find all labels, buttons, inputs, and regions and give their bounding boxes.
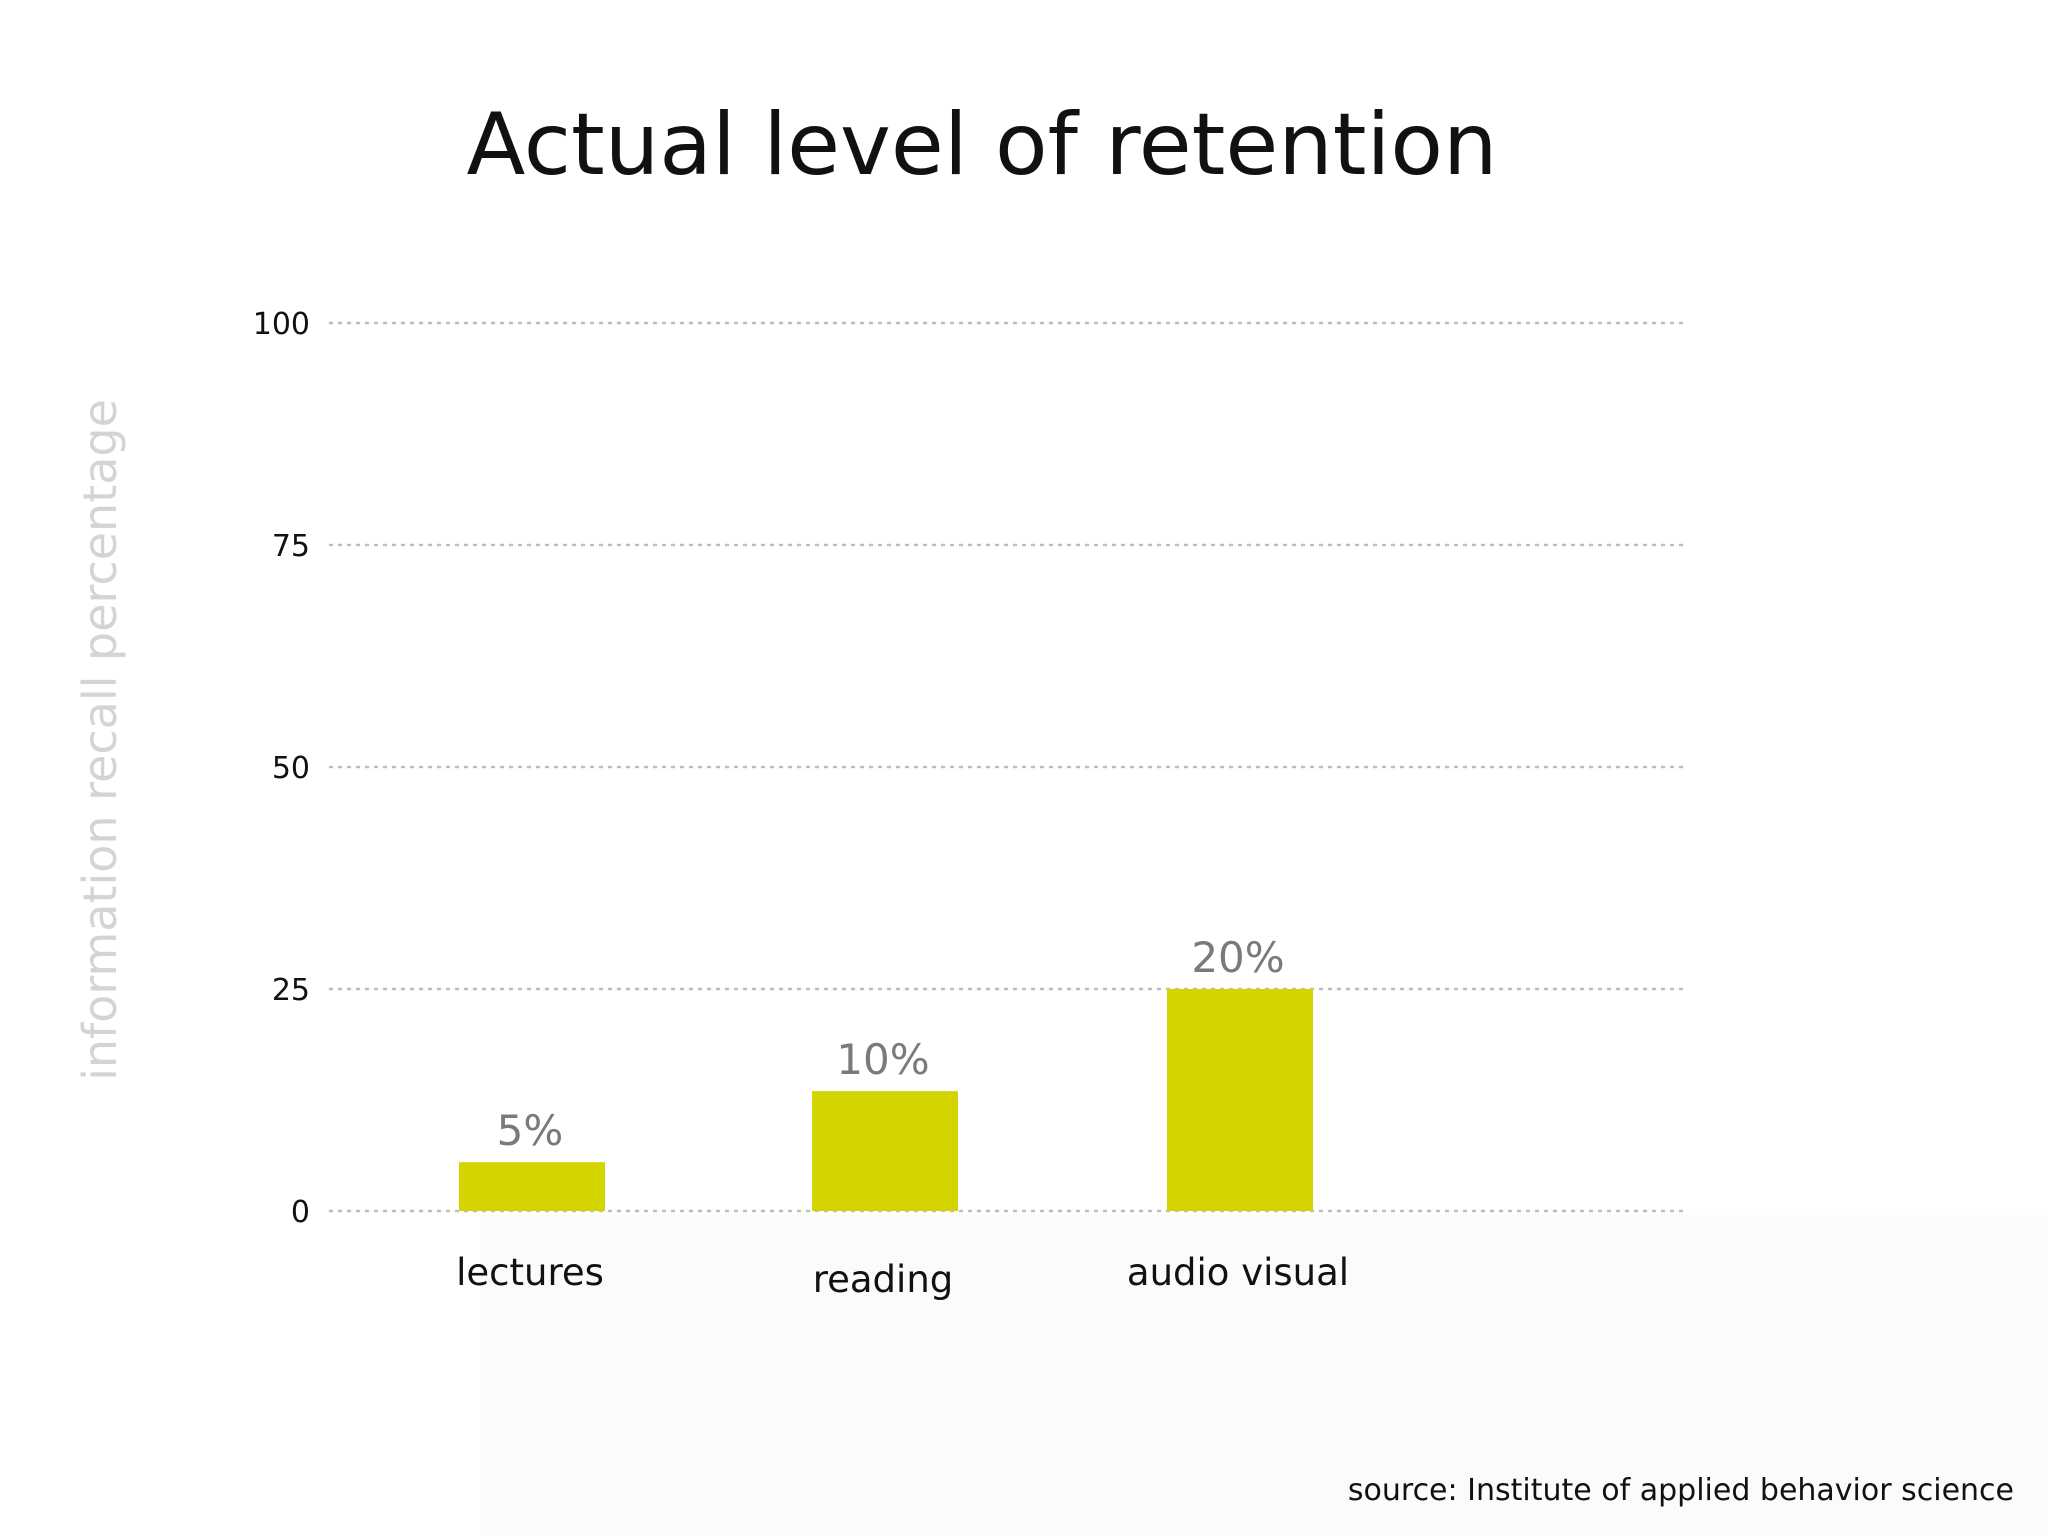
bar-value-label: 5% <box>497 1106 564 1155</box>
y-tick-label: 100 <box>253 307 310 342</box>
y-tick-label: 75 <box>272 529 310 564</box>
source-note: source: Institute of applied behavior sc… <box>1347 1473 2014 1508</box>
y-tick-label: 0 <box>291 1195 310 1230</box>
bar-value-label: 10% <box>836 1035 929 1084</box>
x-category-label: audio visual <box>1127 1251 1349 1294</box>
bar <box>1167 989 1313 1211</box>
y-tick-label: 50 <box>272 751 310 786</box>
bar <box>459 1162 605 1211</box>
y-tick-label: 25 <box>272 973 310 1008</box>
bar <box>812 1091 958 1211</box>
chart-title: Actual level of retention <box>466 95 1498 195</box>
x-category-label: lectures <box>456 1251 604 1294</box>
x-category-label: reading <box>813 1258 954 1301</box>
bottom-background-tint <box>480 1215 2048 1536</box>
bar-value-label: 20% <box>1191 933 1284 982</box>
